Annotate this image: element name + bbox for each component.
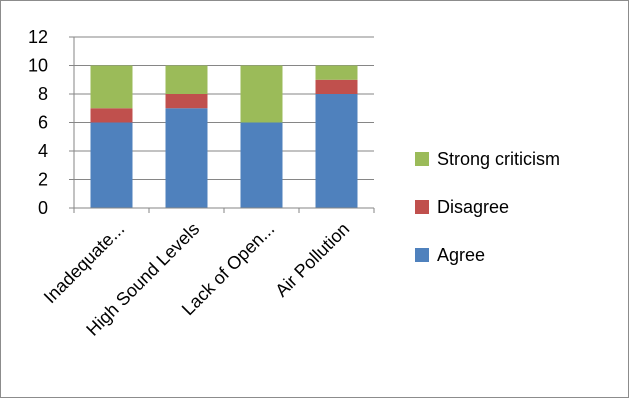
axes: [69, 36, 375, 213]
y-tick-label: 12: [28, 27, 48, 47]
legend-label-disagree: Disagree: [437, 197, 509, 217]
legend-swatch-agree: [415, 248, 429, 262]
bar-strong-criticism-3: [315, 65, 358, 80]
legend-label-strong-criticism: Strong criticism: [437, 149, 560, 169]
bar-strong-criticism-2: [240, 65, 283, 123]
legend-swatch-strong-criticism: [415, 152, 429, 166]
bar-agree-2: [240, 122, 283, 208]
y-tick-label: 0: [38, 198, 48, 218]
y-tick-labels: 0 2 4 6 8 10 12: [28, 27, 48, 218]
bar-disagree-3: [315, 79, 358, 94]
y-tick-label: 4: [38, 141, 48, 161]
legend: Strong criticism Disagree Agree: [415, 149, 560, 265]
y-tick-label: 6: [38, 113, 48, 133]
bar-disagree-0: [90, 108, 133, 123]
y-tick-label: 8: [38, 84, 48, 104]
legend-label-agree: Agree: [437, 245, 485, 265]
bar-disagree-1: [165, 94, 208, 109]
bar-agree-1: [165, 108, 208, 208]
bars: [90, 65, 358, 208]
bar-agree-0: [90, 122, 133, 208]
y-tick-label: 10: [28, 56, 48, 76]
bar-strong-criticism-0: [90, 65, 133, 109]
y-tick-label: 2: [38, 170, 48, 190]
bar-agree-3: [315, 94, 358, 208]
legend-swatch-disagree: [415, 200, 429, 214]
x-tick-label: Air Pollution: [271, 219, 353, 301]
bar-strong-criticism-1: [165, 65, 208, 94]
